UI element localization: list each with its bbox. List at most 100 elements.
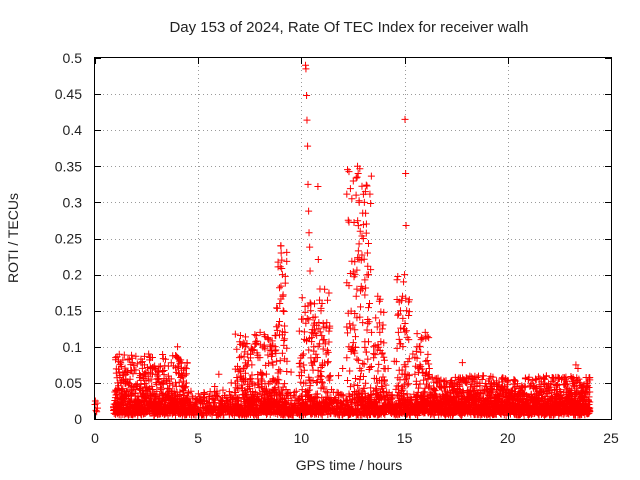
data-point — [428, 373, 436, 381]
data-point — [240, 353, 248, 361]
data-point — [576, 396, 584, 404]
data-point — [338, 391, 346, 399]
data-point — [364, 271, 372, 279]
data-point — [181, 384, 189, 392]
data-point — [315, 404, 323, 412]
data-point — [405, 355, 413, 363]
data-point — [430, 378, 438, 386]
data-point — [504, 386, 512, 394]
data-point — [317, 384, 325, 392]
data-point — [256, 328, 264, 336]
data-point — [257, 383, 265, 391]
data-point — [347, 307, 355, 315]
y-tick-label: 0.05 — [55, 375, 82, 391]
data-point — [361, 343, 369, 351]
data-point — [359, 388, 367, 396]
data-point — [308, 338, 316, 346]
data-point — [249, 387, 257, 395]
data-point — [367, 391, 375, 399]
data-point — [265, 389, 273, 397]
data-point — [403, 401, 411, 409]
data-point — [225, 388, 233, 396]
data-point — [418, 365, 426, 373]
plot-frame — [94, 57, 612, 420]
data-point — [453, 393, 461, 401]
data-point — [359, 319, 367, 327]
data-point — [359, 372, 367, 380]
data-point — [304, 386, 312, 394]
data-point — [397, 324, 405, 332]
data-point — [276, 393, 284, 401]
data-point — [551, 385, 559, 393]
data-point — [412, 347, 420, 355]
data-point — [345, 282, 353, 290]
data-point — [306, 299, 314, 307]
data-point — [248, 361, 256, 369]
data-point — [141, 379, 149, 387]
data-point — [121, 364, 129, 372]
data-point — [124, 355, 132, 363]
x-tick-label: 15 — [397, 430, 413, 446]
data-point — [521, 383, 529, 391]
data-point — [267, 394, 275, 402]
data-point — [295, 327, 303, 335]
data-point — [148, 382, 156, 390]
data-point — [349, 321, 357, 329]
data-point — [532, 385, 540, 393]
data-point — [303, 92, 311, 100]
data-point — [380, 376, 388, 384]
data-point — [406, 406, 414, 414]
data-point — [275, 398, 283, 406]
data-point — [401, 320, 409, 328]
data-point — [182, 405, 190, 413]
data-point — [527, 390, 535, 398]
data-point — [251, 401, 259, 409]
data-point — [401, 271, 409, 279]
data-point — [247, 398, 255, 406]
data-point — [158, 380, 166, 388]
data-point — [120, 401, 128, 409]
data-point — [425, 334, 433, 342]
data-point — [351, 326, 359, 334]
data-point — [306, 243, 314, 251]
data-point — [361, 188, 369, 196]
data-point — [278, 349, 286, 357]
data-point — [489, 387, 497, 395]
data-point — [351, 349, 359, 357]
data-point — [227, 379, 235, 387]
data-point — [305, 346, 313, 354]
data-point — [138, 364, 146, 372]
data-point — [114, 379, 122, 387]
data-point — [256, 389, 264, 397]
data-point — [390, 357, 398, 365]
data-point — [182, 395, 190, 403]
data-point — [417, 404, 425, 412]
data-point — [425, 364, 433, 372]
data-point — [354, 162, 362, 170]
data-point — [212, 391, 220, 399]
data-point — [129, 370, 137, 378]
data-point — [120, 369, 128, 377]
data-point — [356, 376, 364, 384]
data-point — [153, 387, 161, 395]
data-point — [395, 335, 403, 343]
data-point — [305, 229, 313, 237]
data-point — [358, 285, 366, 293]
data-point — [404, 371, 412, 379]
data-point — [422, 399, 430, 407]
data-point — [325, 289, 333, 297]
data-point — [298, 294, 306, 302]
data-point — [365, 318, 373, 326]
data-point — [305, 376, 313, 384]
y-tick-label: 0.4 — [63, 122, 83, 138]
data-point — [305, 386, 313, 394]
data-point — [167, 400, 175, 408]
data-point — [358, 396, 366, 404]
data-point — [367, 266, 375, 274]
data-point — [115, 350, 123, 358]
data-point — [511, 389, 519, 397]
data-point — [378, 394, 386, 402]
data-point — [370, 350, 378, 358]
data-point — [422, 370, 430, 378]
data-point — [133, 360, 141, 368]
